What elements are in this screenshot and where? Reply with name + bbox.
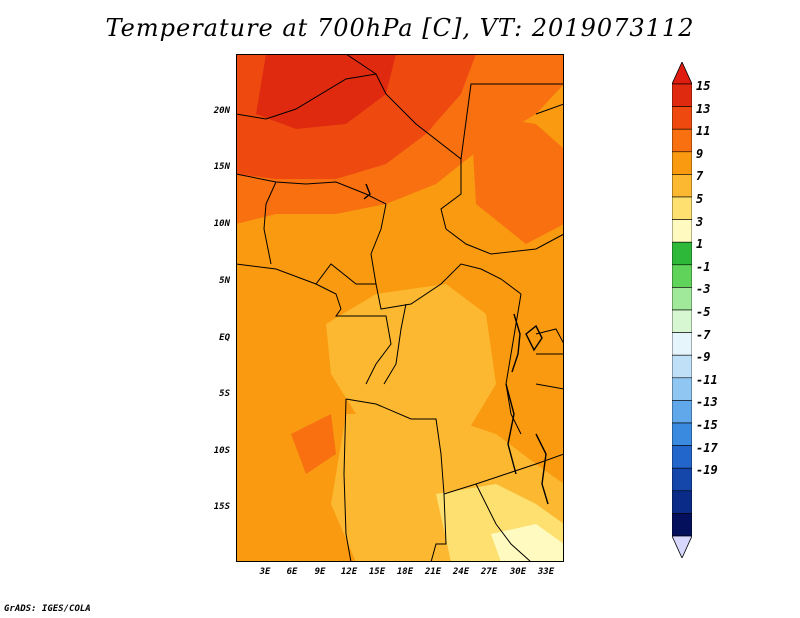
- lon-label: 12E: [340, 567, 358, 577]
- colorbar-label: 7: [696, 169, 704, 184]
- lon-label: 15E: [368, 567, 386, 577]
- lat-label: EQ: [219, 333, 230, 343]
- colorbar-label: -13: [696, 395, 718, 410]
- field-south-coolest: [491, 524, 564, 562]
- lat-label: 15S: [213, 502, 230, 512]
- lon-label: 30E: [509, 567, 527, 577]
- colorbar-swatch: [672, 490, 692, 514]
- colorbar-label: -9: [696, 350, 711, 365]
- colorbar-swatch: [672, 106, 692, 130]
- colorbar-label: -1: [696, 259, 711, 274]
- credit-label: GrADS: IGES/COLA: [4, 604, 91, 614]
- colorbar-label: -5: [696, 305, 711, 319]
- colorbar-swatch: [672, 354, 692, 379]
- colorbar-label: -7: [696, 327, 711, 342]
- colorbar-swatch: [672, 151, 692, 175]
- colorbar: [672, 62, 692, 558]
- lat-label: 5N: [219, 276, 230, 286]
- colorbar-label: 3: [696, 214, 704, 229]
- colorbar-swatch: [672, 445, 692, 469]
- colorbar-swatch: [672, 377, 692, 401]
- colorbar-swatch: [672, 309, 692, 333]
- colorbar-label: 13: [696, 101, 711, 116]
- colorbar-label: 15: [696, 79, 711, 93]
- lat-label: 20N: [213, 106, 230, 116]
- colorbar-bottom-cap: [672, 535, 692, 558]
- lat-label: 10S: [213, 446, 230, 456]
- lon-label: 6E: [286, 567, 298, 577]
- lon-label: 33E: [537, 567, 555, 577]
- field-east-warm: [471, 114, 564, 244]
- colorbar-swatch: [672, 128, 692, 153]
- colorbar-swatch: [672, 264, 692, 288]
- lon-label: 9E: [314, 567, 326, 577]
- lon-label: 3E: [259, 567, 271, 577]
- colorbar-swatch: [672, 241, 692, 266]
- colorbar-swatch: [672, 196, 692, 220]
- colorbar-label: -3: [696, 282, 711, 297]
- lon-label: 18E: [396, 567, 414, 577]
- colorbar-swatch: [672, 513, 692, 537]
- colorbar-label: 11: [696, 124, 711, 139]
- colorbar-swatch: [672, 467, 692, 492]
- colorbar-label: 9: [696, 146, 704, 161]
- lon-label: 21E: [424, 567, 442, 577]
- colorbar-label: 1: [696, 237, 704, 252]
- colorbar-label: -17: [696, 440, 718, 455]
- lon-label: 27E: [480, 567, 498, 577]
- chart-title: Temperature at 700hPa [C], VT: 201907311…: [105, 14, 695, 42]
- colorbar-label: -19: [696, 463, 718, 478]
- lat-label: 10N: [213, 219, 230, 229]
- colorbar-label: -15: [696, 418, 718, 432]
- field-central-mild: [326, 284, 496, 444]
- temperature-map: [236, 54, 564, 562]
- lat-label: 15N: [213, 162, 230, 172]
- lakes: [363, 183, 549, 505]
- colorbar-swatch: [672, 83, 692, 107]
- lon-label: 24E: [452, 567, 470, 577]
- colorbar-swatch: [672, 174, 692, 198]
- colorbar-swatch: [672, 287, 692, 311]
- colorbar-swatch: [672, 332, 692, 356]
- colorbar-top-cap: [672, 62, 692, 85]
- country-borders: [236, 54, 564, 562]
- colorbar-label: -11: [696, 372, 718, 387]
- colorbar-swatch: [672, 422, 692, 446]
- lat-label: 5S: [219, 389, 230, 399]
- colorbar-label: 5: [696, 192, 704, 206]
- colorbar-swatch: [672, 400, 692, 424]
- field-southwest-warm: [291, 414, 336, 474]
- map-frame: [236, 54, 564, 562]
- colorbar-swatch: [672, 219, 692, 243]
